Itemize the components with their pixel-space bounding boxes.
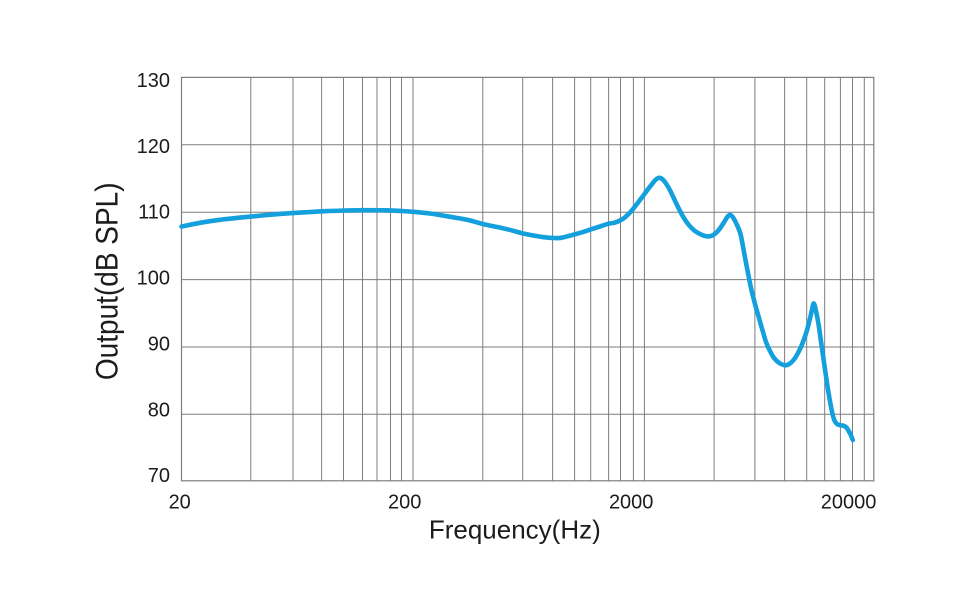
svg-text:70: 70 xyxy=(148,465,170,487)
svg-text:120: 120 xyxy=(137,136,170,158)
svg-text:2000: 2000 xyxy=(609,491,654,513)
svg-text:90: 90 xyxy=(148,333,170,355)
svg-text:130: 130 xyxy=(137,70,170,92)
svg-text:20: 20 xyxy=(169,491,191,513)
svg-text:110: 110 xyxy=(138,202,170,224)
svg-text:Frequency(Hz): Frequency(Hz) xyxy=(429,515,601,545)
svg-text:100: 100 xyxy=(137,268,170,290)
svg-text:80: 80 xyxy=(148,399,170,421)
svg-text:Output(dB SPL): Output(dB SPL) xyxy=(90,182,125,380)
svg-text:200: 200 xyxy=(388,491,421,513)
svg-text:20000: 20000 xyxy=(821,491,877,513)
